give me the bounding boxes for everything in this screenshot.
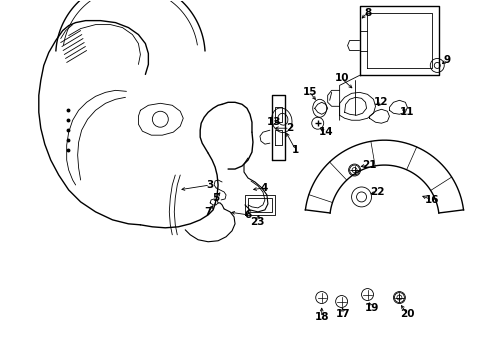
Text: 15: 15 <box>302 87 317 97</box>
Text: 17: 17 <box>336 310 351 319</box>
Text: 7: 7 <box>204 207 212 217</box>
Text: 23: 23 <box>250 217 264 227</box>
Text: 19: 19 <box>365 302 379 312</box>
Text: 16: 16 <box>425 195 440 205</box>
Text: 9: 9 <box>443 55 451 66</box>
Text: 8: 8 <box>364 8 371 18</box>
Text: 11: 11 <box>400 107 415 117</box>
Text: 12: 12 <box>374 97 389 107</box>
Text: 2: 2 <box>286 123 294 133</box>
Text: 21: 21 <box>362 160 377 170</box>
Text: 1: 1 <box>292 145 299 155</box>
Text: 4: 4 <box>260 183 268 193</box>
Text: 20: 20 <box>400 310 415 319</box>
Text: 18: 18 <box>315 312 329 323</box>
Text: 14: 14 <box>318 127 333 137</box>
Text: 13: 13 <box>267 117 281 127</box>
Text: 22: 22 <box>370 187 385 197</box>
Text: 10: 10 <box>334 73 349 84</box>
Text: 5: 5 <box>213 193 220 203</box>
Text: 6: 6 <box>245 210 251 220</box>
Text: 3: 3 <box>206 180 214 190</box>
